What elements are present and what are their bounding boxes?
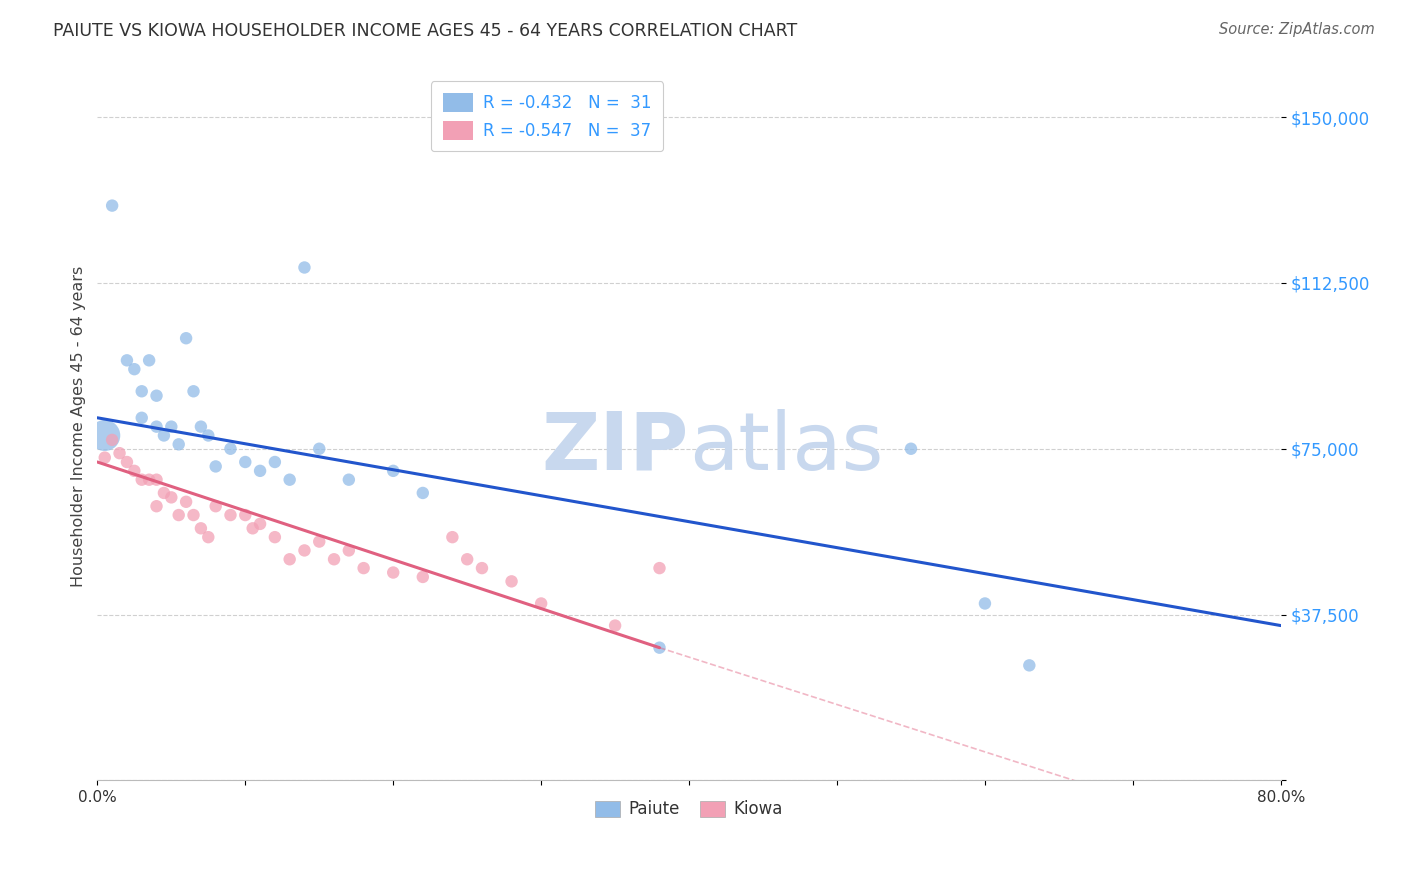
Point xyxy=(648,561,671,575)
Point xyxy=(294,543,316,558)
Text: atlas: atlas xyxy=(689,409,883,487)
Point xyxy=(249,464,271,478)
Point xyxy=(412,570,434,584)
Legend: Paiute, Kiowa: Paiute, Kiowa xyxy=(589,794,789,825)
Point xyxy=(337,543,360,558)
Point xyxy=(108,446,131,460)
Point xyxy=(145,419,167,434)
Point xyxy=(131,473,153,487)
Point xyxy=(441,530,464,544)
Text: Source: ZipAtlas.com: Source: ZipAtlas.com xyxy=(1219,22,1375,37)
Point xyxy=(974,597,997,611)
Y-axis label: Householder Income Ages 45 - 64 years: Householder Income Ages 45 - 64 years xyxy=(72,266,86,587)
Point xyxy=(353,561,375,575)
Point xyxy=(471,561,494,575)
Point xyxy=(94,450,117,465)
Point xyxy=(124,362,146,376)
Point xyxy=(145,473,167,487)
Point xyxy=(648,640,671,655)
Point xyxy=(900,442,922,456)
Point xyxy=(197,530,219,544)
Point xyxy=(183,384,205,399)
Point xyxy=(131,410,153,425)
Point xyxy=(294,260,316,275)
Point xyxy=(183,508,205,522)
Point xyxy=(242,521,264,535)
Point xyxy=(145,389,167,403)
Point xyxy=(530,597,553,611)
Point xyxy=(160,491,183,505)
Point xyxy=(1018,658,1040,673)
Point xyxy=(131,384,153,399)
Point xyxy=(167,508,190,522)
Point xyxy=(249,516,271,531)
Point xyxy=(174,495,197,509)
Point xyxy=(263,530,285,544)
Point xyxy=(204,459,226,474)
Point xyxy=(138,473,160,487)
Point xyxy=(501,574,523,589)
Point xyxy=(138,353,160,368)
Point xyxy=(101,198,124,212)
Point xyxy=(174,331,197,345)
Point xyxy=(190,419,212,434)
Text: PAIUTE VS KIOWA HOUSEHOLDER INCOME AGES 45 - 64 YEARS CORRELATION CHART: PAIUTE VS KIOWA HOUSEHOLDER INCOME AGES … xyxy=(53,22,797,40)
Text: ZIP: ZIP xyxy=(541,409,689,487)
Point xyxy=(101,433,124,447)
Point xyxy=(94,428,117,442)
Point xyxy=(233,455,256,469)
Point xyxy=(115,455,138,469)
Point xyxy=(115,353,138,368)
Point xyxy=(153,486,176,500)
Point xyxy=(308,442,330,456)
Point xyxy=(153,428,176,442)
Point xyxy=(197,428,219,442)
Point xyxy=(233,508,256,522)
Point xyxy=(308,534,330,549)
Point xyxy=(323,552,346,566)
Point xyxy=(204,500,226,514)
Point xyxy=(190,521,212,535)
Point xyxy=(337,473,360,487)
Point xyxy=(167,437,190,451)
Point xyxy=(219,442,242,456)
Point xyxy=(603,618,626,632)
Point xyxy=(160,419,183,434)
Point xyxy=(145,500,167,514)
Point xyxy=(278,473,301,487)
Point xyxy=(412,486,434,500)
Point xyxy=(456,552,478,566)
Point xyxy=(124,464,146,478)
Point xyxy=(382,464,405,478)
Point xyxy=(263,455,285,469)
Point xyxy=(219,508,242,522)
Point xyxy=(278,552,301,566)
Point xyxy=(382,566,405,580)
